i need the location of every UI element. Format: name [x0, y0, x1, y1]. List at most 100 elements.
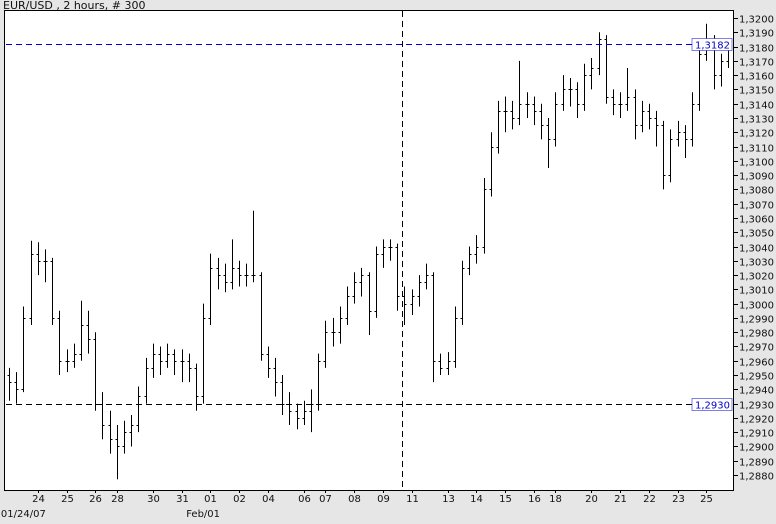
ohlc-bar	[640, 100, 645, 133]
y-tick-label: 1,3030	[739, 258, 774, 269]
ohlc-bar	[187, 353, 192, 383]
ohlc-bar	[446, 352, 451, 376]
ohlc-bar	[697, 39, 702, 111]
x-tick-label: 31	[176, 494, 189, 505]
ohlc-bar	[668, 129, 673, 183]
ohlc-bar	[345, 286, 350, 326]
x-tick-label: 15	[499, 494, 512, 505]
x-tick-label: 23	[672, 494, 685, 505]
x-tick-label: 04	[262, 494, 275, 505]
plot-area[interactable]	[4, 10, 734, 491]
y-tick-label: 1,2890	[739, 458, 774, 469]
ohlc-bar	[654, 110, 659, 147]
last-price-label: 1,3182	[695, 41, 730, 52]
ohlc-bar	[575, 82, 580, 118]
ohlc-bar	[208, 253, 213, 326]
ohlc-bar	[625, 67, 630, 111]
y-tick-label: 1,3130	[739, 115, 774, 126]
ohlc-bar	[223, 263, 228, 293]
y-tick-label: 1,3200	[739, 15, 774, 26]
ohlc-bar	[381, 239, 386, 268]
ohlc-bar	[539, 103, 544, 140]
x-tick-label: 24	[32, 494, 45, 505]
ohlc-bar	[589, 57, 594, 90]
ohlc-bar	[180, 349, 185, 383]
y-tick-label: 1,3190	[739, 29, 774, 40]
ohlc-bar	[517, 60, 522, 126]
ohlc-bar	[302, 400, 307, 426]
x-date-label: Feb/01	[186, 509, 220, 520]
ohlc-bar	[57, 310, 62, 376]
y-tick-label: 1,3090	[739, 172, 774, 183]
ohlc-bar	[482, 177, 487, 254]
ohlc-bar	[165, 343, 170, 368]
ohlc-bar	[115, 425, 120, 480]
x-tick-label: 09	[377, 494, 390, 505]
ohlc-bar	[431, 272, 436, 383]
x-tick-label: 14	[470, 494, 483, 505]
ohlc-bar	[410, 289, 415, 316]
ohlc-bar	[21, 306, 26, 393]
x-tick-label: 13	[442, 494, 455, 505]
ohlc-bar	[331, 317, 336, 347]
crosshair-price-label-bg	[691, 398, 733, 411]
ohlc-bar	[244, 263, 249, 287]
chart-title: EUR/USD , 2 hours, # 300	[3, 0, 146, 12]
ohlc-bar	[266, 346, 271, 378]
ohlc-bar	[719, 53, 724, 87]
ohlc-bar	[295, 403, 300, 430]
ohlc-bar	[618, 92, 623, 118]
ohlc-bar	[151, 343, 156, 378]
ohlc-bar	[647, 103, 652, 130]
y-tick-label: 1,3070	[739, 201, 774, 212]
ohlc-bar	[374, 246, 379, 318]
x-tick-label: 25	[700, 494, 713, 505]
x-tick-label: 28	[111, 494, 124, 505]
ohlc-bar	[136, 386, 141, 433]
x-tick-label: 06	[298, 494, 311, 505]
ohlc-bar	[424, 263, 429, 290]
ohlc-bar	[7, 367, 12, 401]
ohlc-bar	[690, 92, 695, 147]
ohlc-bar	[474, 235, 479, 264]
ohlc-bar	[129, 415, 134, 447]
x-tick-label: 16	[528, 494, 541, 505]
x-tick-label: 07	[319, 494, 332, 505]
y-tick-label: 1,3110	[739, 144, 774, 155]
ohlc-bar	[460, 260, 465, 326]
ohlc-bar	[352, 272, 357, 304]
y-tick-label: 1,2930	[739, 401, 774, 412]
ohlc-bar	[395, 243, 400, 311]
x-tick-label: 30	[147, 494, 160, 505]
ohlc-bar	[323, 320, 328, 368]
x-tick-label: 01	[204, 494, 217, 505]
ohlc-bar	[14, 372, 19, 404]
x-tick-label: 26	[89, 494, 102, 505]
ohlc-bar	[216, 257, 221, 290]
ohlc-bar	[158, 346, 163, 376]
ohlc-bar	[661, 120, 666, 190]
ohlc-bar	[604, 35, 609, 104]
ohlc-bar	[144, 357, 149, 404]
ohlc-bar	[237, 260, 242, 287]
ohlc-bar	[43, 249, 48, 283]
ohlc-bar	[122, 420, 127, 454]
ohlc-bar	[510, 100, 515, 130]
x-tick-label: 02	[233, 494, 246, 505]
ohlc-bar	[553, 92, 558, 147]
ohlc-bar	[367, 272, 372, 336]
y-tick-label: 1,3040	[739, 244, 774, 255]
y-tick-label: 1,3060	[739, 215, 774, 226]
y-tick-label: 1,2980	[739, 329, 774, 340]
crosshair-price-label: 1,2930	[695, 401, 730, 412]
y-tick-label: 1,2940	[739, 386, 774, 397]
ohlc-bar	[50, 257, 55, 326]
y-tick-label: 1,3140	[739, 101, 774, 112]
ohlc-bar	[683, 125, 688, 158]
ohlc-bar	[72, 343, 77, 368]
x-tick-label: 22	[643, 494, 656, 505]
y-tick-label: 1,3000	[739, 301, 774, 312]
ohlc-bar	[561, 75, 566, 111]
ohlc-bar	[611, 89, 616, 116]
